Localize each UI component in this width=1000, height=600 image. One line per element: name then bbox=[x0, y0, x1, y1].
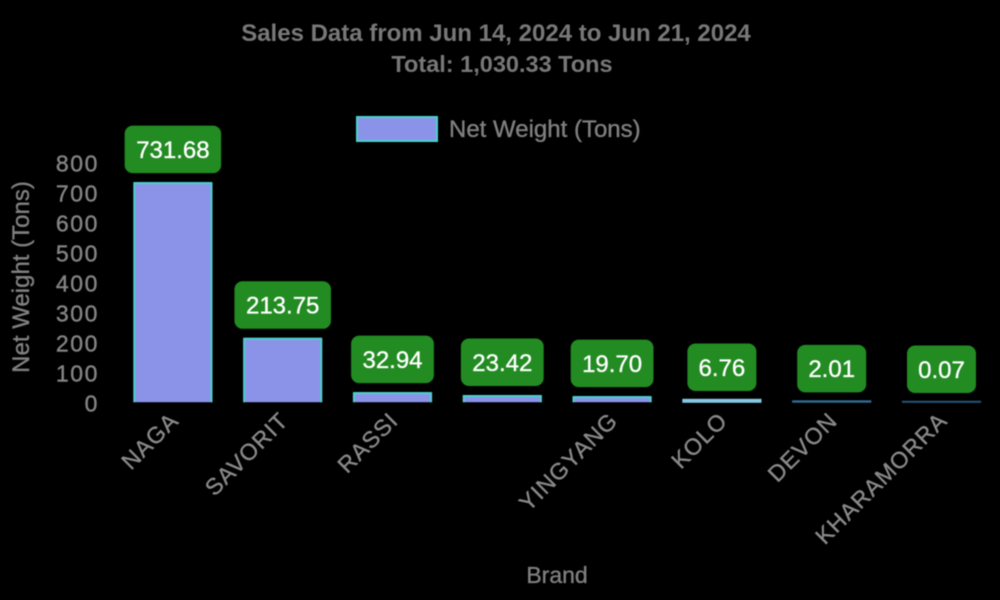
svg-text:KOLO: KOLO bbox=[666, 407, 732, 473]
svg-text:Total: 1,030.33 Tons: Total: 1,030.33 Tons bbox=[391, 51, 612, 77]
svg-text:Sales Data from Jun 14, 2024 t: Sales Data from Jun 14, 2024 to Jun 21, … bbox=[241, 20, 751, 47]
svg-text:0: 0 bbox=[85, 391, 99, 417]
svg-text:SAVORIT: SAVORIT bbox=[200, 407, 294, 501]
svg-text:600: 600 bbox=[56, 211, 99, 237]
svg-text:800: 800 bbox=[56, 151, 99, 177]
svg-text:400: 400 bbox=[56, 271, 99, 297]
svg-text:213.75: 213.75 bbox=[246, 293, 319, 320]
svg-text:731.68: 731.68 bbox=[136, 137, 209, 164]
svg-text:23.42: 23.42 bbox=[472, 350, 532, 377]
svg-text:100: 100 bbox=[56, 361, 99, 387]
svg-text:300: 300 bbox=[56, 301, 99, 327]
svg-text:2.01: 2.01 bbox=[808, 356, 855, 383]
svg-text:19.70: 19.70 bbox=[582, 351, 642, 378]
svg-text:32.94: 32.94 bbox=[362, 347, 422, 374]
svg-text:500: 500 bbox=[56, 241, 99, 267]
svg-text:6.76: 6.76 bbox=[699, 355, 746, 382]
svg-text:Brand: Brand bbox=[526, 562, 587, 588]
svg-text:DEVON: DEVON bbox=[762, 407, 842, 487]
svg-text:RASSI: RASSI bbox=[332, 407, 403, 478]
svg-text:Net Weight (Tons): Net Weight (Tons) bbox=[8, 181, 35, 373]
svg-text:0.07: 0.07 bbox=[918, 357, 965, 384]
svg-text:NAGA: NAGA bbox=[116, 407, 183, 474]
svg-text:200: 200 bbox=[56, 331, 99, 357]
svg-text:700: 700 bbox=[56, 181, 99, 207]
svg-text:Net Weight (Tons): Net Weight (Tons) bbox=[449, 116, 641, 143]
svg-text:YINGYANG: YINGYANG bbox=[514, 407, 623, 516]
